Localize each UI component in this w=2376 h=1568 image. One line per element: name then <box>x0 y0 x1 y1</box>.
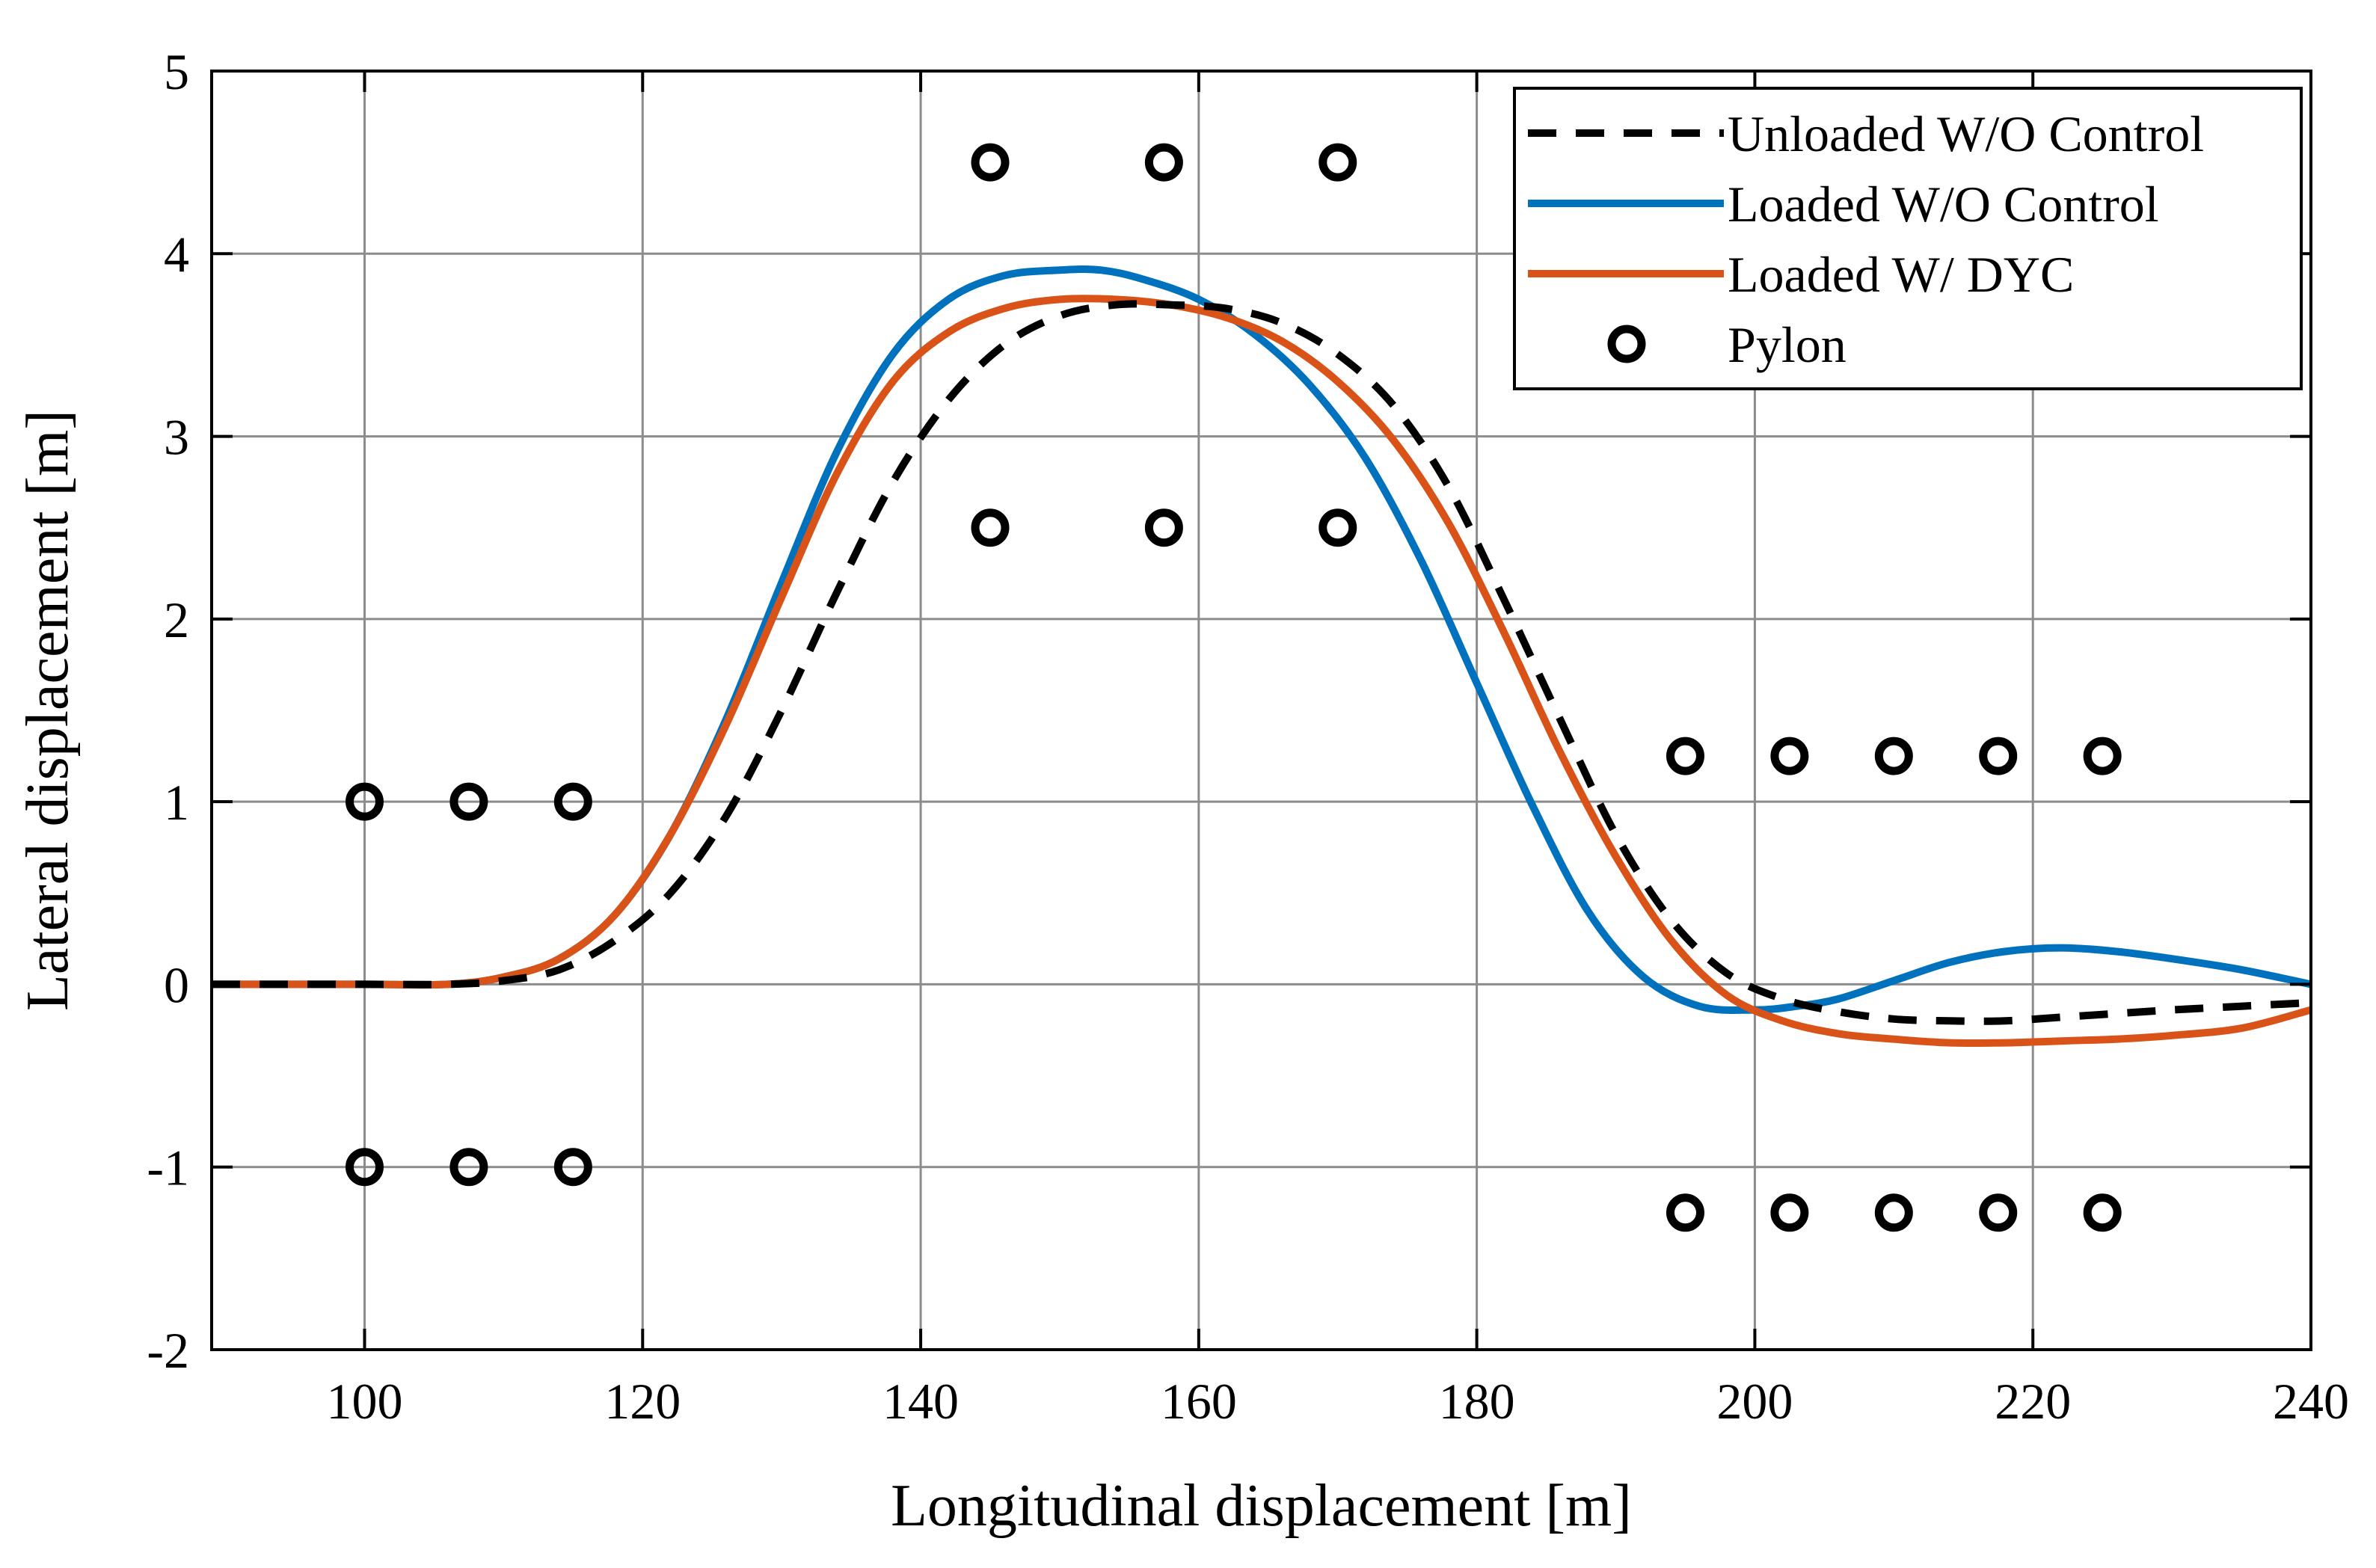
series-pylon <box>345 143 2122 1232</box>
y-tick-labels: -2 -1 0 1 2 3 4 5 <box>147 43 189 1379</box>
series-line-loaded-w-dyc <box>212 295 2311 1048</box>
y-tick-label: 0 <box>164 956 189 1013</box>
pylon-marker <box>971 508 1010 547</box>
x-tick-label: 180 <box>1439 1373 1515 1430</box>
x-tick-label: 140 <box>882 1373 959 1430</box>
pylon-marker <box>1770 737 1809 775</box>
legend-item: Unloaded W/O Control <box>1528 105 2204 162</box>
legend: Unloaded W/O Control Loaded W/O Control Lo… <box>1513 87 2303 390</box>
x-tick-label: 160 <box>1161 1373 1237 1430</box>
legend-item: Pylon <box>1607 316 1847 373</box>
series-layer <box>212 143 2311 1232</box>
ticks <box>212 70 2312 1351</box>
pylon-marker <box>2083 1193 2122 1232</box>
y-tick-label: 5 <box>164 43 189 100</box>
pylon-marker <box>553 782 592 821</box>
pylon-marker <box>1874 1193 1913 1232</box>
y-tick-label: 3 <box>164 409 189 466</box>
axes-frame <box>210 70 2312 1351</box>
legend-label: Loaded W/ DYC <box>1728 246 2074 303</box>
y-tick-label: 4 <box>164 226 189 283</box>
pylon-marker <box>345 782 384 821</box>
x-tick-labels: 100 120 140 160 180 200 220 240 <box>326 1373 2349 1430</box>
pylon-marker <box>2083 737 2122 775</box>
pylon-marker <box>345 1148 384 1187</box>
y-tick-label: -1 <box>147 1140 189 1196</box>
pylon-marker <box>449 1148 488 1187</box>
pylon-marker <box>1319 143 1357 182</box>
y-tick-label: -2 <box>147 1322 189 1379</box>
legend-marker <box>1607 325 1646 363</box>
pylon-marker <box>1874 737 1913 775</box>
legend-label: Pylon <box>1728 316 1847 373</box>
x-tick-label: 120 <box>604 1373 681 1430</box>
pylon-marker <box>1144 508 1183 547</box>
legend-label: Unloaded W/O Control <box>1728 105 2204 162</box>
legend-item: Loaded W/ DYC <box>1528 246 2074 303</box>
y-tick-label: 2 <box>164 591 189 648</box>
y-axis-label: Lateral displacement [m] <box>15 410 81 1011</box>
x-tick-label: 100 <box>326 1373 402 1430</box>
pylon-marker <box>971 143 1010 182</box>
pylon-marker <box>1319 508 1357 547</box>
legend-box <box>1513 87 2303 390</box>
pylon-marker <box>1666 737 1704 775</box>
legend-label: Loaded W/O Control <box>1728 176 2159 233</box>
pylon-marker <box>1979 1193 2018 1232</box>
pylon-marker <box>1666 1193 1704 1232</box>
x-tick-label: 220 <box>1995 1373 2071 1430</box>
y-tick-label: 1 <box>164 774 189 831</box>
pylon-marker <box>449 782 488 821</box>
pylon-marker <box>1144 143 1183 182</box>
x-tick-label: 240 <box>2273 1373 2349 1430</box>
x-axis-label: Longitudinal displacement [m] <box>891 1473 1632 1539</box>
pylon-marker <box>1979 737 2018 775</box>
pylon-marker <box>1770 1193 1809 1232</box>
legend-item: Loaded W/O Control <box>1528 176 2159 233</box>
x-tick-label: 200 <box>1716 1373 1793 1430</box>
pylon-marker <box>553 1148 592 1187</box>
